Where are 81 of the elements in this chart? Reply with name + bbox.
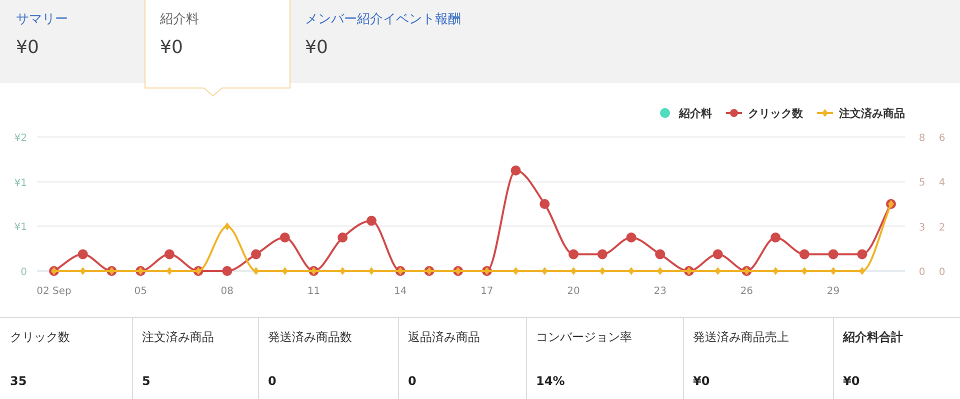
x-tick-label: 26 [740, 286, 754, 297]
point [857, 249, 868, 260]
text: 35 [10, 374, 27, 388]
point [657, 267, 664, 275]
legend-label: クリック数 [748, 107, 804, 120]
point [78, 249, 88, 260]
point [799, 249, 810, 260]
y-tick-label: ¥1 [14, 222, 27, 234]
text: 5 [142, 374, 150, 388]
point [280, 232, 290, 242]
text: コンバージョン率 [536, 330, 632, 344]
text: ¥0 [843, 374, 860, 388]
point [570, 267, 577, 275]
text: 注文済み商品 [142, 330, 214, 344]
point [714, 267, 721, 275]
y2-tick-label: 5 [918, 178, 926, 189]
y3-tick-label: 2 [938, 222, 946, 234]
text: 返品済み商品 [408, 330, 480, 344]
point [828, 249, 838, 260]
point [338, 232, 348, 242]
x-tick-label: 05 [134, 286, 147, 297]
y2-tick-label: 0 [918, 267, 926, 278]
point [626, 232, 636, 242]
point [166, 267, 172, 275]
point [340, 267, 346, 275]
text: クリック数 [10, 330, 70, 344]
point [253, 267, 260, 275]
point [510, 166, 521, 176]
point [599, 267, 606, 275]
point [542, 267, 548, 275]
point [368, 267, 374, 275]
x-tick-label: 08 [220, 286, 234, 297]
point [772, 267, 779, 275]
y-tick-label: ¥1 [14, 178, 27, 189]
x-tick-label: 17 [480, 286, 494, 297]
y-tick-label: 0 [20, 267, 27, 278]
point [164, 249, 174, 260]
x-tick-label: 23 [654, 286, 666, 297]
y2-tick-label: 3 [918, 222, 926, 234]
point [770, 232, 781, 242]
point [512, 267, 519, 275]
y3-tick-label: 0 [938, 267, 946, 278]
point [80, 267, 86, 275]
point [655, 249, 666, 260]
legend-label: 注文済み商品 [838, 107, 905, 120]
point [568, 249, 579, 260]
x-tick-label: 14 [394, 286, 407, 297]
point [224, 222, 230, 230]
text: ¥0 [693, 374, 710, 388]
point [366, 216, 376, 226]
text: ¥0 [16, 37, 39, 58]
point [830, 267, 836, 275]
y3-tick-label: 4 [938, 178, 946, 189]
point [540, 199, 550, 209]
x-tick-label: 11 [307, 286, 320, 297]
text: 0 [268, 374, 276, 388]
text: ¥0 [305, 37, 328, 58]
text: ¥0 [160, 37, 183, 58]
y-tick-label: ¥2 [14, 133, 27, 144]
point [859, 267, 866, 275]
y3-tick-label: 6 [938, 133, 946, 144]
point [597, 249, 608, 260]
x-tick-label: 02 Sep [36, 286, 72, 297]
text: 紹介料 [159, 12, 199, 27]
text: メンバー紹介イベント報酬 [305, 12, 461, 27]
text: サマリー [16, 12, 68, 27]
text: 14% [536, 374, 565, 388]
x-tick-label: 20 [567, 286, 580, 297]
point [628, 267, 634, 275]
text: 発送済み商品売上 [693, 330, 789, 344]
text: 発送済み商品数 [268, 330, 352, 344]
text: 0 [408, 374, 416, 388]
point [712, 249, 723, 260]
x-tick-label: 29 [826, 286, 840, 297]
legend-label: 紹介料 [678, 107, 712, 120]
point [251, 249, 262, 260]
point [222, 266, 232, 276]
y2-tick-label: 8 [918, 133, 926, 144]
text: 紹介料合計 [842, 330, 903, 344]
point [801, 267, 808, 275]
point [282, 267, 288, 275]
